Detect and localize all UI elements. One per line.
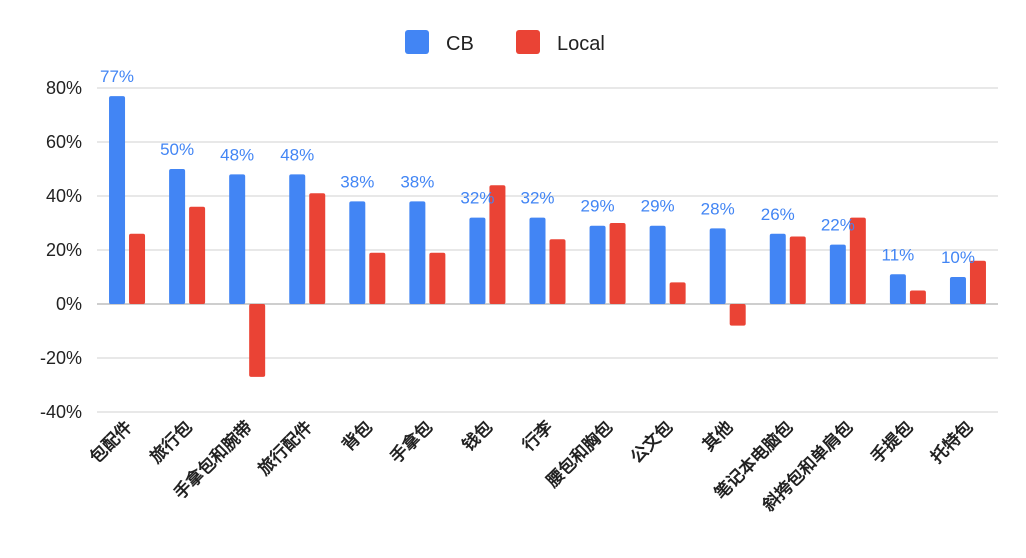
data-label-cb-9: 29% [641, 197, 675, 216]
bar-local-6 [489, 185, 506, 304]
data-label-cb-1: 50% [160, 140, 194, 159]
bar-local-7 [549, 239, 566, 304]
x-tick-label: 手提包 [867, 417, 918, 468]
gridlines [97, 87, 998, 413]
x-tick-label: 旅行配件 [254, 417, 317, 480]
x-tick-label: 公文包 [626, 417, 677, 468]
legend-swatch-local [516, 30, 540, 54]
x-tick-label: 背包 [338, 417, 377, 456]
y-tick-label: -20% [40, 348, 82, 368]
bar-local-5 [429, 252, 446, 304]
legend-swatch-cb [405, 30, 429, 54]
y-tick-label: -40% [40, 402, 82, 422]
bar-local-2 [249, 304, 266, 377]
data-label-cb-8: 29% [581, 197, 615, 216]
bar-local-3 [309, 193, 326, 304]
data-label-cb-13: 11% [882, 245, 915, 264]
y-axis: -40% -20% 0% 20% 40% 60% 80% [40, 78, 82, 422]
bar-local-10 [729, 304, 746, 326]
data-label-cb-4: 38% [340, 172, 374, 191]
bar-cb-3 [289, 174, 306, 304]
y-tick-label: 40% [46, 186, 82, 206]
bar-cb-7 [529, 217, 546, 304]
bar-local-13 [909, 290, 926, 304]
y-tick-label: 20% [46, 240, 82, 260]
data-label-cb-14: 10% [941, 248, 975, 267]
y-tick-label: 80% [46, 78, 82, 98]
legend: CB Local [405, 30, 605, 55]
bar-cb-10 [709, 228, 726, 304]
bar-cb-2 [229, 174, 246, 304]
x-tick-label: 行李 [517, 417, 557, 457]
x-tick-label: 其他 [698, 417, 737, 456]
data-label-cb-6: 32% [460, 189, 494, 208]
bar-local-11 [789, 236, 806, 304]
bars [109, 96, 986, 377]
bar-local-0 [129, 233, 146, 304]
bar-local-8 [609, 223, 626, 304]
data-label-cb-7: 32% [520, 189, 554, 208]
bar-cb-6 [469, 217, 486, 304]
data-label-cb-12: 22% [821, 216, 855, 235]
bar-cb-9 [649, 225, 666, 304]
bar-local-12 [849, 217, 866, 304]
bar-cb-8 [589, 225, 606, 304]
data-label-cb-0: 77% [100, 67, 134, 86]
data-label-cb-5: 38% [400, 172, 434, 191]
bar-cb-1 [169, 169, 186, 304]
data-label-cb-2: 48% [220, 145, 254, 164]
data-label-cb-11: 26% [761, 205, 795, 224]
bar-local-1 [189, 206, 206, 304]
bar-cb-14 [949, 277, 966, 304]
x-tick-label: 托特包 [927, 417, 978, 468]
bar-local-4 [369, 252, 386, 304]
x-tick-label: 旅行包 [146, 417, 197, 468]
x-tick-label: 手拿包 [386, 417, 437, 468]
data-label-cb-10: 28% [701, 199, 735, 218]
bar-cb-11 [769, 233, 786, 304]
bar-local-14 [969, 260, 986, 304]
bar-local-9 [669, 282, 686, 304]
bar-cb-4 [349, 201, 366, 304]
y-tick-label: 60% [46, 132, 82, 152]
legend-label-cb: CB [446, 33, 474, 55]
bar-cb-13 [889, 274, 906, 304]
bar-cb-5 [409, 201, 426, 304]
data-labels: 77% 50% 48% 48% 38% 38% 32% 32% 29% 29% 28% 26% 22% 1… [100, 67, 975, 267]
bar-cb-0 [109, 96, 126, 304]
data-label-cb-3: 48% [280, 145, 314, 164]
x-tick-label: 钱包 [458, 417, 497, 456]
y-tick-label: 0% [56, 294, 82, 314]
bar-cb-12 [829, 244, 846, 304]
x-tick-label: 包配件 [86, 417, 137, 468]
legend-label-local: Local [557, 33, 605, 55]
